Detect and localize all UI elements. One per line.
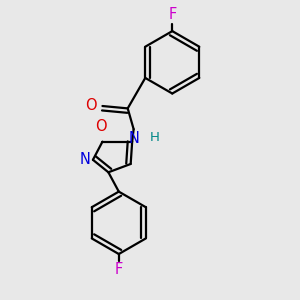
Text: O: O — [95, 119, 107, 134]
Text: F: F — [168, 7, 176, 22]
Text: H: H — [150, 131, 160, 144]
Text: F: F — [115, 262, 123, 277]
Text: O: O — [85, 98, 97, 112]
Text: N: N — [128, 131, 139, 146]
Text: N: N — [79, 152, 90, 167]
